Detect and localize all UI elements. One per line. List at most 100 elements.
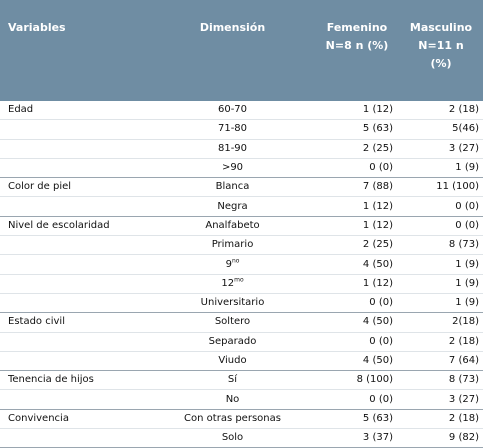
row-female: 0 (0) (315, 389, 399, 410)
row-variable (0, 351, 150, 372)
table-row: Edad 60-70 1 (12) 2 (18) (0, 101, 483, 121)
header-male: Masculino N=11 n (%) (399, 0, 483, 101)
row-female: 1 (12) (315, 101, 399, 121)
row-female: 1 (12) (315, 274, 399, 294)
table-row: 12mo 1 (12) 1 (9) (0, 274, 483, 294)
row-male: 2(18) (399, 312, 483, 333)
row-female: 7 (88) (315, 177, 399, 198)
row-dimension: 12mo (150, 274, 315, 294)
row-male: 9 (82) (399, 428, 483, 448)
row-male: 2 (18) (399, 101, 483, 121)
row-dimension: Analfabeto (150, 216, 315, 237)
row-female: 5 (63) (315, 119, 399, 140)
row-male: 5(46) (399, 119, 483, 140)
row-male: 3 (27) (399, 139, 483, 159)
row-dimension: Separado (150, 332, 315, 352)
row-female: 1 (12) (315, 196, 399, 217)
row-variable (0, 254, 150, 275)
table-row: Separado 0 (0) 2 (18) (0, 332, 483, 352)
table-row: Tenencia de hijos Sí 8 (100) 8 (73) (0, 370, 483, 391)
header-variables-label: Variables (8, 21, 66, 34)
row-female: 4 (50) (315, 254, 399, 275)
row-male: 0 (0) (399, 196, 483, 217)
row-dimension: Blanca (150, 177, 315, 198)
row-male: 11 (100) (399, 177, 483, 198)
row-variable (0, 293, 150, 314)
table-header: Variables Dimensión Femenino N=8 n (%) M… (0, 0, 483, 101)
table-row: Estado civil Soltero 4 (50) 2(18) (0, 312, 483, 333)
row-dimension: 81-90 (150, 139, 315, 159)
row-variable (0, 428, 150, 448)
row-male: 1 (9) (399, 293, 483, 314)
row-variable (0, 332, 150, 352)
table-row: Solo 3 (37) 9 (82) (0, 428, 483, 448)
header-female-line2: N=8 n (%) (325, 39, 389, 52)
row-dimension: Solo (150, 428, 315, 448)
header-dimension-label: Dimensión (199, 21, 266, 34)
row-dimension: Universitario (150, 293, 315, 314)
row-variable (0, 389, 150, 410)
header-dimension: Dimensión (150, 0, 315, 101)
row-male: 2 (18) (399, 332, 483, 352)
row-variable: Tenencia de hijos (0, 370, 150, 391)
header-male-line3: (%) (430, 57, 452, 70)
row-female: 0 (0) (315, 293, 399, 314)
row-dimension: Viudo (150, 351, 315, 372)
row-male: 8 (73) (399, 370, 483, 391)
header-male-line1: Masculino (409, 21, 473, 34)
row-dimension: Negra (150, 196, 315, 217)
row-variable: Color de piel (0, 177, 150, 198)
row-female: 3 (37) (315, 428, 399, 448)
row-female: 1 (12) (315, 216, 399, 237)
row-male: 1 (9) (399, 254, 483, 275)
row-dimension: >90 (150, 158, 315, 179)
row-male: 1 (9) (399, 274, 483, 294)
row-dimension-superscript: mo (234, 276, 244, 284)
row-dimension: 71-80 (150, 119, 315, 140)
row-variable: Estado civil (0, 312, 150, 333)
row-female: 8 (100) (315, 370, 399, 391)
table-row: 71-80 5 (63) 5(46) (0, 119, 483, 140)
table-row: >90 0 (0) 1 (9) (0, 158, 483, 179)
row-dimension: Primario (150, 235, 315, 256)
row-dimension: No (150, 389, 315, 410)
row-variable (0, 158, 150, 179)
row-dimension: Soltero (150, 312, 315, 333)
row-male: 3 (27) (399, 389, 483, 410)
header-female-line1: Femenino (326, 21, 388, 34)
table-row: Universitario 0 (0) 1 (9) (0, 293, 483, 314)
row-variable: Edad (0, 101, 150, 121)
row-female: 0 (0) (315, 158, 399, 179)
table-body: Edad 60-70 1 (12) 2 (18) 71-80 5 (63) 5(… (0, 101, 483, 448)
header-variables: Variables (0, 0, 150, 101)
row-dimension-base: 12 (221, 277, 235, 289)
row-male: 0 (0) (399, 216, 483, 237)
row-male: 8 (73) (399, 235, 483, 256)
row-female: 4 (50) (315, 312, 399, 333)
row-dimension: Sí (150, 370, 315, 391)
row-variable (0, 119, 150, 140)
table-row: Negra 1 (12) 0 (0) (0, 196, 483, 217)
row-dimension-superscript: no (231, 257, 240, 265)
row-variable (0, 196, 150, 217)
row-variable (0, 235, 150, 256)
row-female: 4 (50) (315, 351, 399, 372)
row-dimension: 60-70 (150, 101, 315, 121)
table-row: Color de piel Blanca 7 (88) 11 (100) (0, 177, 483, 198)
row-dimension-base: 9 (225, 258, 232, 270)
table-row: Nivel de escolaridad Analfabeto 1 (12) 0… (0, 216, 483, 237)
header-row: Variables Dimensión Femenino N=8 n (%) M… (0, 0, 483, 101)
row-female: 2 (25) (315, 235, 399, 256)
table-row: Viudo 4 (50) 7 (64) (0, 351, 483, 372)
row-female: 0 (0) (315, 332, 399, 352)
table-row: Primario 2 (25) 8 (73) (0, 235, 483, 256)
table-row: 9no 4 (50) 1 (9) (0, 254, 483, 275)
row-variable (0, 274, 150, 294)
header-female: Femenino N=8 n (%) (315, 0, 399, 101)
row-female: 2 (25) (315, 139, 399, 159)
row-male: 1 (9) (399, 158, 483, 179)
table-row: No 0 (0) 3 (27) (0, 389, 483, 410)
table-row: 81-90 2 (25) 3 (27) (0, 139, 483, 159)
